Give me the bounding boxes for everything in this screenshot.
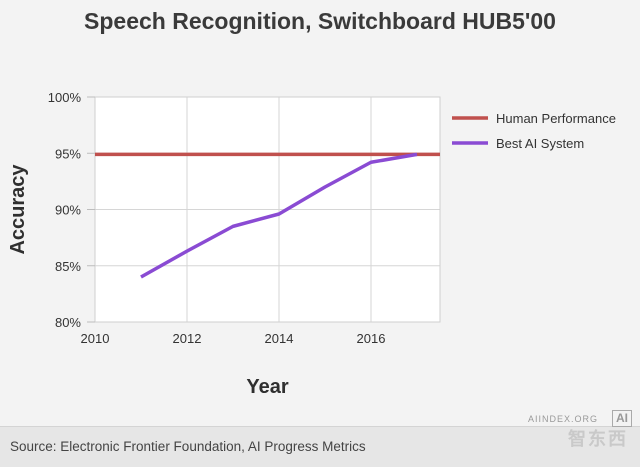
- y-tick-label: 95%: [55, 146, 81, 161]
- y-tick-label: 90%: [55, 203, 81, 218]
- source-text: Source: Electronic Frontier Foundation, …: [10, 439, 366, 454]
- y-tick-label: 80%: [55, 315, 81, 330]
- chart-svg: 80% 85% 90% 95% 100% 2010 2012 2014 2016 Year Accu…: [7, 90, 616, 398]
- series-line-best-ai-system: [140, 152, 418, 279]
- x-tick-label: 2012: [173, 331, 202, 346]
- source-footer: Source: Electronic Frontier Foundation, …: [0, 426, 640, 467]
- chart-title: Speech Recognition, Switchboard HUB5'00: [84, 8, 556, 34]
- y-axis-label: Accuracy: [7, 164, 29, 255]
- watermark-logo: AI: [612, 410, 632, 427]
- legend-label: Best AI System: [496, 136, 584, 151]
- watermark-url: AIINDEX.ORG: [527, 414, 598, 424]
- legend-label: Human Performance: [496, 111, 616, 126]
- x-tick-label: 2010: [81, 331, 110, 346]
- x-tick-label: 2016: [357, 331, 386, 346]
- y-tick-label: 85%: [55, 259, 81, 274]
- watermark-brand: 智东西: [568, 429, 628, 449]
- x-axis-label: Year: [246, 376, 288, 398]
- y-tick-label: 100%: [48, 90, 82, 105]
- x-tick-label: 2014: [265, 331, 294, 346]
